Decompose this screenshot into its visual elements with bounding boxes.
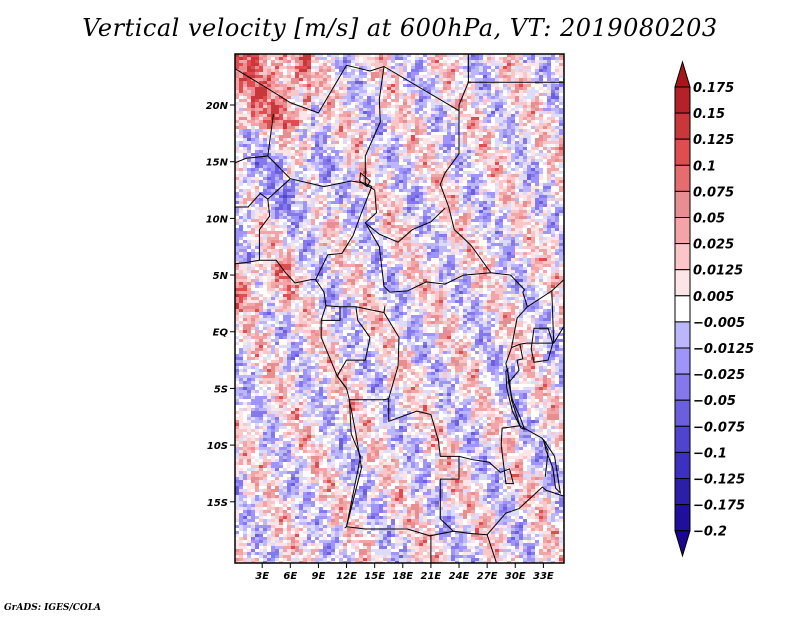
colorbar-label: −0.025 xyxy=(693,368,745,383)
colorbar-bottom-arrow xyxy=(674,530,691,558)
lon-tick-label: 9E xyxy=(312,571,326,582)
border-line xyxy=(235,65,347,114)
lon-tick-label: 33E xyxy=(533,571,554,582)
lon-tick-label: 30E xyxy=(505,571,526,582)
colorbar-label: −0.175 xyxy=(693,499,745,514)
colorbar-top-arrow xyxy=(674,60,691,88)
colorbar-label: −0.125 xyxy=(693,473,745,488)
velocity-field xyxy=(235,54,564,563)
border-line xyxy=(509,344,524,382)
lon-tick-label: 27E xyxy=(477,571,498,582)
border-line xyxy=(346,486,564,537)
colorbar-label: 0.125 xyxy=(693,133,734,148)
colorbar-segment xyxy=(674,373,691,401)
lake-outline xyxy=(542,439,562,495)
lon-tick-label: 12E xyxy=(336,571,357,582)
grads-credit: GrADS: IGES/COLA xyxy=(4,603,102,613)
lon-tick-label: 21E xyxy=(421,571,442,582)
colorbar-label: −0.0125 xyxy=(693,342,754,357)
colorbar-label: 0.075 xyxy=(693,185,734,200)
lat-tick-label: 5S xyxy=(214,384,228,395)
border-line xyxy=(511,306,528,348)
lake-outline xyxy=(530,327,554,363)
colorbar-label: 0.175 xyxy=(693,81,734,96)
border-line xyxy=(235,114,274,164)
border-line xyxy=(505,347,549,477)
colorbar-label: 0.005 xyxy=(693,290,734,305)
colorbar-segment xyxy=(674,217,691,245)
colorbar-segment xyxy=(674,321,691,349)
border-line xyxy=(344,399,362,529)
border-line xyxy=(458,425,520,485)
colorbar-segment xyxy=(674,504,691,532)
border-line xyxy=(364,66,446,243)
colorbar-segment xyxy=(674,86,691,114)
colorbar-segment xyxy=(674,269,691,297)
border-line xyxy=(364,222,491,293)
colorbar-segment xyxy=(674,347,691,375)
lat-tick-label: 15S xyxy=(207,498,228,509)
lat-tick-label: 20N xyxy=(206,101,229,112)
border-line xyxy=(511,325,564,349)
colorbar-label: 0.0125 xyxy=(693,264,743,279)
lon-tick-label: 3E xyxy=(255,571,269,582)
lat-tick-label: 15N xyxy=(206,158,229,169)
border-line xyxy=(486,534,497,563)
chart-title: Vertical velocity [m/s] at 600hPa, VT: 2… xyxy=(82,14,718,42)
lake-outline xyxy=(505,367,526,430)
colorbar-segment xyxy=(674,164,691,192)
colorbar-segment xyxy=(674,243,691,271)
lake-outline xyxy=(359,172,371,188)
colorbar-segment xyxy=(674,451,691,479)
colorbar-legend: 0.175 0.15 0.125 0.1 0.075 0.05 0.025 0.0125 0.0… xyxy=(674,60,754,558)
lat-tick-label: EQ xyxy=(213,328,229,339)
colorbar-label: 0.1 xyxy=(693,159,716,174)
border-line xyxy=(267,155,373,188)
colorbar-label: 0.05 xyxy=(693,212,725,227)
lon-tick-label: 15E xyxy=(364,571,385,582)
border-line xyxy=(267,178,291,200)
colorbar-label: 0.15 xyxy=(693,107,725,122)
border-line xyxy=(346,64,528,307)
border-line xyxy=(235,259,363,527)
lon-tick-label: 18E xyxy=(392,571,413,582)
colorbar-label: 0.025 xyxy=(693,238,734,253)
border-line xyxy=(315,186,373,280)
map-frame xyxy=(234,53,565,564)
colorbar-segment xyxy=(674,425,691,453)
border-line xyxy=(349,312,400,401)
colorbar-segment xyxy=(674,138,691,166)
border-line xyxy=(551,290,555,344)
colorbar-label: −0.2 xyxy=(693,525,727,540)
longitude-axis: 3E 6E 9E 12E 15E 18E 21E 24E 27E 30E 33E xyxy=(255,563,554,582)
border-line xyxy=(458,81,564,111)
colorbar-segment xyxy=(674,190,691,218)
border-line xyxy=(321,306,341,321)
colorbar-segment xyxy=(674,112,691,140)
lat-tick-label: 10N xyxy=(206,214,229,225)
colorbar-label: −0.075 xyxy=(693,420,745,435)
colorbar-label: −0.005 xyxy=(693,316,745,331)
colorbar-segment xyxy=(674,399,691,427)
border-line xyxy=(388,398,460,532)
lat-tick-label: 5N xyxy=(213,271,229,282)
colorbar-segment xyxy=(674,478,691,506)
colorbar-segment xyxy=(674,295,691,323)
lat-tick-label: 10S xyxy=(207,441,228,452)
latitude-axis: 20N 15N 10N 5N EQ 5S 10S 15S xyxy=(206,101,235,509)
lon-tick-label: 24E xyxy=(449,571,470,582)
country-borders xyxy=(235,54,564,563)
colorbar-label: −0.05 xyxy=(693,394,736,409)
colorbar-label: −0.1 xyxy=(693,446,727,461)
lon-tick-label: 6E xyxy=(283,571,297,582)
